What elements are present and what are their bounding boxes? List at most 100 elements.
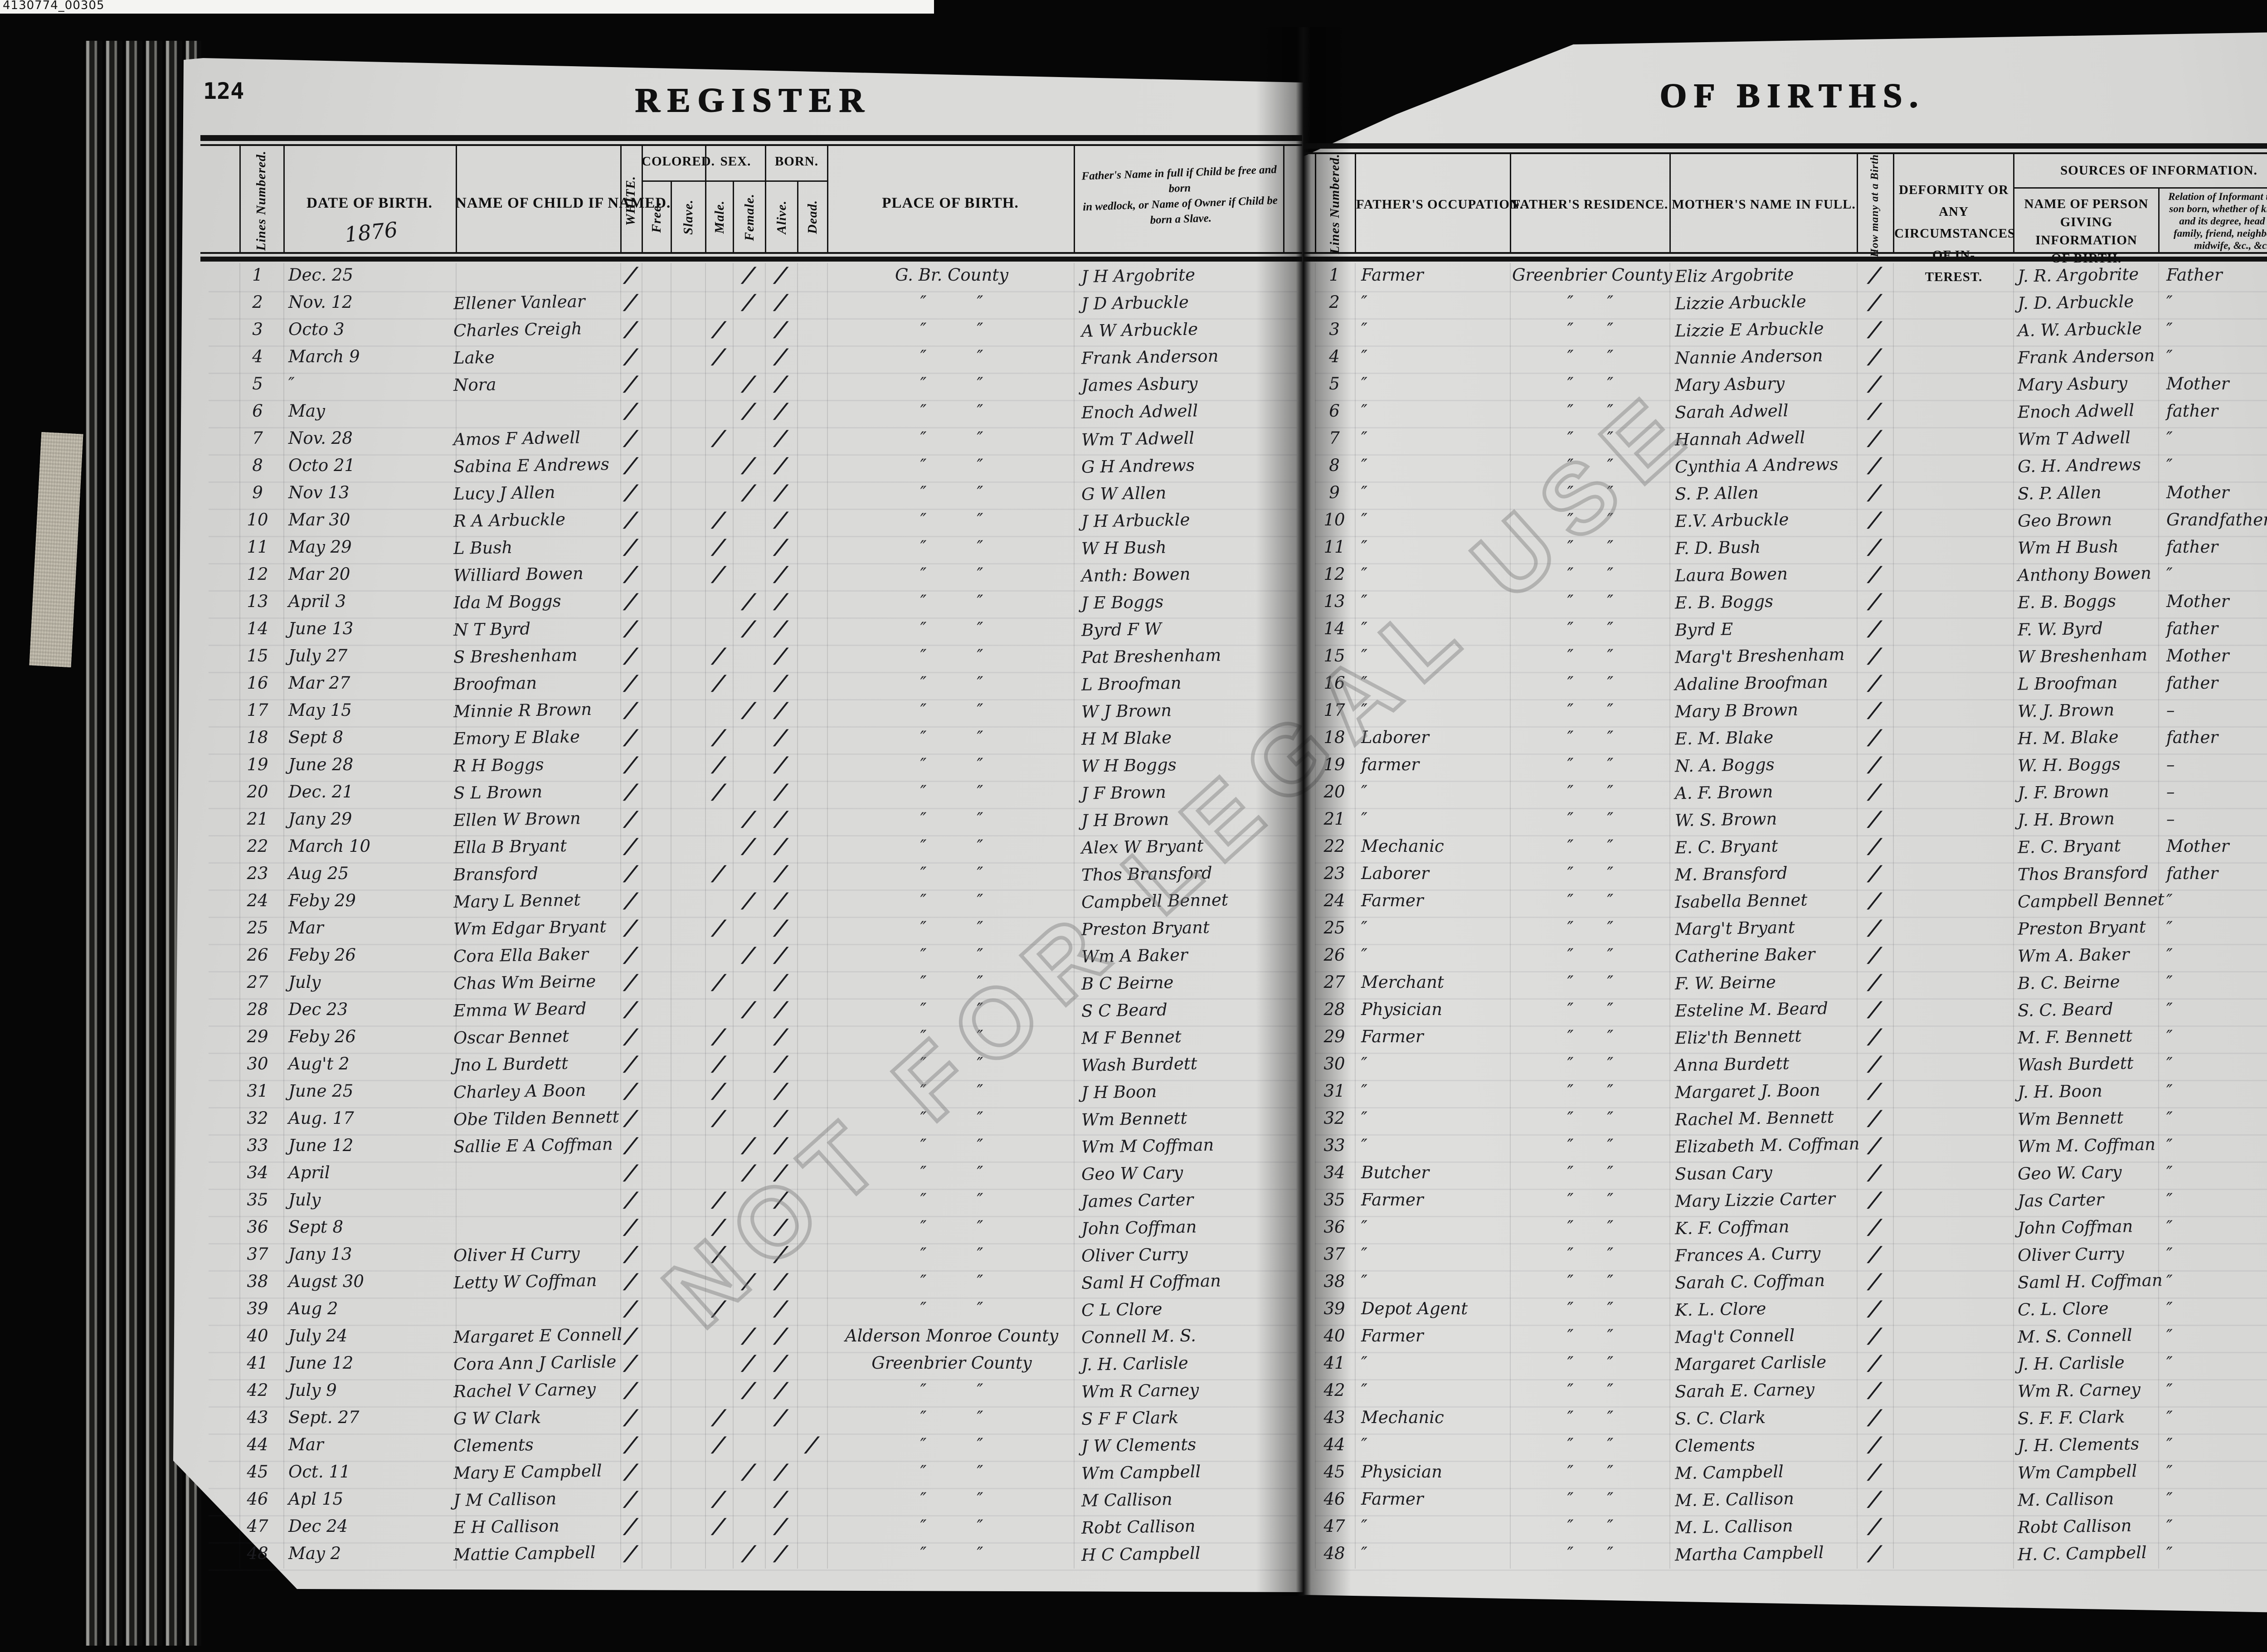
right-row-father-occupation: ″ — [1361, 428, 1367, 448]
left-row-place-of-birth: ″ ″ — [920, 1081, 983, 1101]
right-row-how-many-tick: / — [1867, 1079, 1883, 1103]
right-row-line-number: 34 — [1323, 1163, 1345, 1182]
left-row-place-of-birth: ″ ″ — [920, 428, 983, 448]
right-row-line-number: 13 — [1323, 592, 1345, 611]
right-row-informant-relation: ″ — [2166, 1190, 2173, 1210]
right-row-line-number: 18 — [1323, 728, 1345, 747]
left-row-place-of-birth: ″ ″ — [920, 728, 983, 747]
left-row-father-name: J D Arbuckle — [1081, 292, 1189, 314]
right-row-line-number: 21 — [1323, 809, 1345, 829]
left-row-father-name: Alex W Bryant — [1081, 836, 1204, 858]
left-row-father-name: J H Boon — [1081, 1081, 1157, 1103]
left-row-child-name: J M Callison — [453, 1489, 557, 1511]
right-row-father-residence: ″ ″ — [1567, 320, 1614, 339]
right-row-mother-name: Susan Cary — [1674, 1162, 1773, 1184]
right-row-informant-name: B. C. Beirne — [2017, 972, 2120, 993]
right-row-mother-name: M. L. Callison — [1674, 1516, 1793, 1538]
left-row-line-number: 2 — [252, 292, 263, 312]
left-row-line-number: 25 — [247, 918, 268, 938]
right-row-father-occupation: ″ — [1361, 1353, 1367, 1373]
left-row-place-of-birth: ″ ″ — [920, 456, 983, 475]
right-row-father-occupation: ″ — [1361, 592, 1367, 611]
right-row-father-residence: ″ ″ — [1567, 537, 1614, 557]
right-row-mother-name: Eliz Argobrite — [1674, 264, 1794, 287]
left-row-place-of-birth: ″ ″ — [920, 646, 983, 666]
right-row-father-residence: ″ ″ — [1567, 1272, 1614, 1291]
left-row-child-name: R A Arbuckle — [453, 509, 566, 531]
right-row-mother-name: A. F. Brown — [1674, 782, 1773, 803]
left-row-father-name: Wm A Baker — [1081, 945, 1188, 967]
right-row-line-number: 35 — [1323, 1190, 1345, 1210]
left-row-father-name: A W Arbuckle — [1081, 319, 1198, 341]
left-row-child-name: Amos F Adwell — [453, 428, 581, 450]
right-row-informant-name: J. R. Argobrite — [2017, 264, 2139, 286]
right-row-father-residence: ″ ″ — [1567, 1054, 1614, 1074]
right-row-father-occupation: ″ — [1361, 347, 1367, 366]
left-row-date-of-birth: Mar 30 — [288, 510, 350, 530]
right-row-mother-name: Mag't Connell — [1674, 1325, 1795, 1347]
right-row-informant-name: Mary Asbury — [2017, 373, 2128, 395]
left-row-place-of-birth: ″ ″ — [920, 782, 983, 802]
right-row-line-number: 12 — [1323, 564, 1345, 584]
right-row-how-many-tick: / — [1867, 371, 1883, 396]
right-row-informant-relation: ″ — [2166, 1380, 2173, 1400]
right-row-how-many-tick: / — [1867, 589, 1883, 613]
right-row-mother-name: S. P. Allen — [1674, 483, 1759, 504]
right-row-father-residence: ″ ″ — [1567, 374, 1614, 394]
right-row-line-number: 23 — [1323, 864, 1345, 883]
right-row-informant-name: H. C. Campbell — [2017, 1542, 2147, 1565]
right-row-informant-name: L Broofman — [2017, 672, 2118, 694]
left-row-place-of-birth: ″ ″ — [920, 619, 983, 638]
left-row-child-name: Oscar Bennet — [453, 1026, 569, 1048]
left-col-free: Free. — [649, 201, 664, 233]
left-row-place-of-birth: ″ ″ — [920, 1136, 983, 1155]
right-row-how-many-tick: / — [1867, 643, 1883, 668]
right-row-father-residence: ″ ″ — [1567, 673, 1614, 693]
right-row-father-residence: ″ ″ — [1567, 1408, 1614, 1427]
left-group-sex: SEX. — [720, 154, 751, 169]
right-row-informant-relation: ″ — [2166, 1435, 2173, 1454]
right-row-father-occupation: ″ — [1361, 1136, 1367, 1155]
left-row-date-of-birth: Feby 26 — [288, 945, 356, 965]
right-row-mother-name: Cynthia A Andrews — [1674, 454, 1839, 477]
left-row-line-number: 47 — [247, 1516, 268, 1536]
right-row-how-many-tick: / — [1867, 534, 1883, 559]
left-row-father-name: Saml H Coffman — [1081, 1271, 1221, 1293]
right-row-father-occupation: ″ — [1361, 401, 1367, 421]
right-header-rule-thin-bottom — [1304, 252, 2267, 254]
left-row-place-of-birth: ″ ″ — [920, 510, 983, 530]
right-row-informant-name: John Coffman — [2017, 1216, 2133, 1238]
left-row-father-name: James Asbury — [1081, 374, 1198, 395]
right-row-mother-name: Mary B Brown — [1674, 700, 1799, 722]
right-row-informant-relation: ″ — [2166, 1217, 2173, 1237]
right-row-how-many-tick: / — [1867, 1541, 1883, 1565]
right-row-informant-relation: ″ — [2166, 1299, 2173, 1318]
right-row-informant-relation: ″ — [2166, 428, 2173, 448]
left-row-date-of-birth: June 13 — [288, 619, 354, 638]
left-row-child-name: Lucy J Allen — [453, 482, 555, 504]
right-col-mothers-name: MOTHER'S NAME IN FULL. — [1672, 197, 1856, 212]
right-row-mother-name: Eliz'th Bennett — [1674, 1026, 1802, 1048]
right-row-mother-name: F. W. Beirne — [1674, 972, 1776, 994]
right-row-father-occupation: ″ — [1361, 1244, 1367, 1264]
right-row-how-many-tick: / — [1867, 698, 1883, 722]
right-row-how-many-tick: / — [1867, 671, 1883, 695]
right-row-informant-name: M. S. Connell — [2017, 1325, 2133, 1347]
left-row-date-of-birth: Sept 8 — [288, 1217, 344, 1237]
right-row-mother-name: Adaline Broofman — [1674, 672, 1829, 695]
left-row-line-number: 10 — [247, 510, 268, 530]
left-row-line-number: 46 — [247, 1489, 268, 1509]
right-row-informant-relation: ″ — [2166, 292, 2173, 312]
left-row-child-name: N T Byrd — [453, 619, 531, 640]
right-row-mother-name: Esteline M. Beard — [1674, 998, 1829, 1021]
left-row-line-number: 28 — [247, 1000, 268, 1019]
right-row-line-number: 48 — [1323, 1544, 1345, 1563]
right-row-how-many-tick: / — [1867, 426, 1883, 450]
right-row-informant-name: J. H. Clements — [2017, 1434, 2140, 1456]
right-row-informant-name: S. F. F. Clark — [2017, 1407, 2126, 1428]
left-row-place-of-birth: ″ ″ — [920, 864, 983, 883]
left-row-line-number: 34 — [247, 1163, 268, 1182]
left-row-child-name: R H Boggs — [453, 754, 544, 776]
right-row-informant-relation: ″ — [2166, 564, 2173, 584]
